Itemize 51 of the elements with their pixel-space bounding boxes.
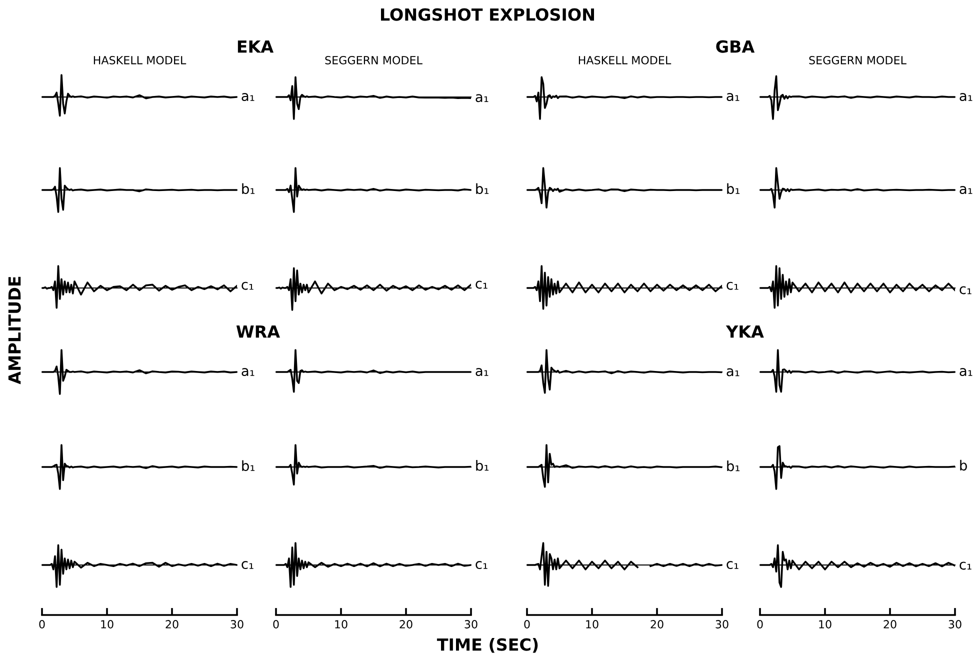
series-label: b₁	[476, 460, 489, 471]
series-label: b₁	[242, 183, 255, 194]
x-tick-label: 0	[524, 620, 530, 628]
series-label: a₁	[726, 93, 740, 102]
series-label: c₁	[476, 561, 488, 570]
series-label: c₁	[726, 282, 738, 290]
x-tick-label: 10	[586, 620, 598, 628]
x-tick-label: 20	[166, 620, 178, 628]
x-tick-label: 20	[400, 620, 412, 628]
series-label: a₁	[242, 93, 254, 102]
series-label: c₁	[242, 561, 254, 570]
series-label: b₁	[727, 183, 740, 194]
series-label: c₁	[960, 286, 972, 294]
x-tick-label: 0	[273, 620, 279, 628]
series-label: a₁	[960, 186, 972, 194]
x-tick-label: 20	[884, 620, 896, 628]
x-tick-label: 20	[650, 620, 664, 628]
series-label: c₁	[726, 561, 738, 570]
x-tick-label: 10	[819, 620, 832, 628]
x-tick-label: 10	[101, 620, 114, 628]
text: TIME (SEC)	[436, 638, 538, 653]
x-tick-label: 30	[716, 620, 728, 628]
series-label: a₁	[960, 368, 972, 376]
text: LONGSHOT EXPLOSION	[381, 8, 594, 21]
chart-title: SEGGERN MODEL	[325, 56, 422, 64]
chart-title: SEGGERN MODEL	[809, 56, 906, 64]
chart-title: HASKELL MODEL	[578, 56, 672, 64]
series-label: b₁	[242, 460, 255, 472]
x-tick-label: 30	[230, 620, 244, 628]
series-label: c₁	[960, 562, 972, 570]
text: WRA	[236, 325, 280, 338]
chart-title: HASKELL MODEL	[94, 56, 186, 64]
text: EKA	[238, 40, 274, 53]
series-label: a₁	[476, 94, 488, 102]
text: YKA	[726, 325, 764, 338]
x-tick-label: 30	[464, 620, 478, 628]
series-label: a₁	[960, 93, 972, 102]
text: GBA	[716, 40, 755, 53]
series-label: c₁	[242, 282, 254, 290]
series-label: a₁	[242, 368, 254, 376]
series-label: b₁	[476, 183, 489, 194]
series-label: c₁	[476, 280, 488, 289]
series-label: a₁	[726, 368, 740, 376]
text: AMPLITUDE	[8, 276, 21, 384]
series-label: b	[960, 460, 967, 471]
series-label: b₁	[727, 460, 740, 472]
x-tick-label: 30	[948, 620, 962, 628]
x-tick-label: 0	[39, 620, 45, 628]
x-tick-label: 0	[757, 620, 763, 628]
x-tick-label: 10	[335, 620, 348, 628]
series-label: a₁	[476, 368, 488, 376]
